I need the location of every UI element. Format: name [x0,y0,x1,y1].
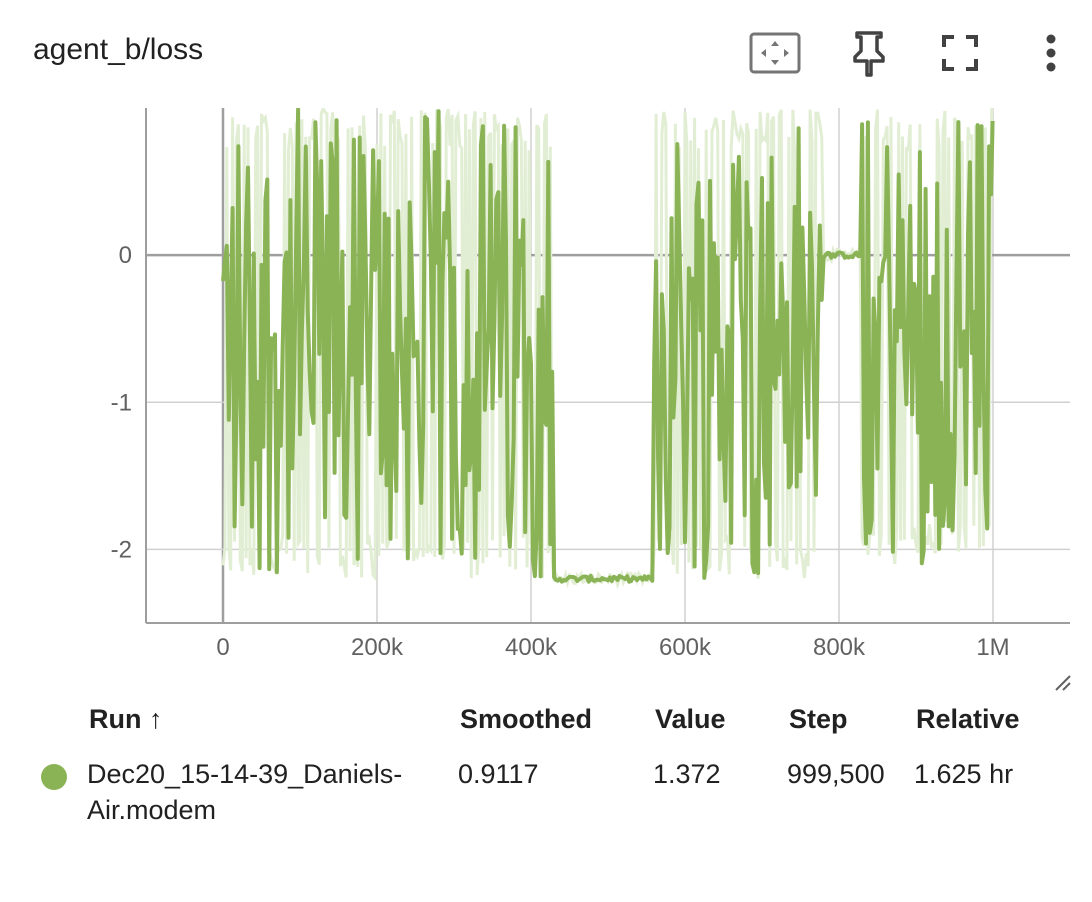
y-tick-label-0: 0 [119,242,132,269]
cell-step: 999,500 [787,759,885,789]
x-tick-label-1: 200k [351,634,404,661]
x-tick-label-4: 800k [813,634,866,661]
fit-domain-button[interactable] [748,28,802,78]
y-tick-label-1: -1 [111,389,132,416]
x-tick-label-2: 400k [505,634,558,661]
more-options-button[interactable] [1024,28,1078,78]
y-tick-label-2: -2 [111,536,132,563]
cell-value: 1.372 [653,759,721,789]
more-vert-icon [1046,34,1056,72]
header-value[interactable]: Value [655,704,726,734]
pin-button[interactable] [842,28,896,78]
x-tick-label-0: 0 [216,634,229,661]
run-name-line2: Air.modem [87,795,217,825]
fullscreen-button[interactable] [933,28,987,78]
card-title: agent_b/loss [33,33,204,66]
resize-handle-icon[interactable] [1052,672,1074,694]
header-step[interactable]: Step [789,704,848,734]
x-tick-label-3: 600k [659,634,712,661]
header-relative[interactable]: Relative [916,704,1020,734]
header-run[interactable]: Run ↑ [89,704,163,734]
fit-domain-icon [749,32,801,74]
cell-smoothed: 0.9117 [458,759,539,789]
cell-relative: 1.625 hr [914,759,1014,789]
run-color-dot [41,764,67,790]
loss-chart[interactable]: 0 200k 400k 600k 800k 1M 0 -1 -2 [0,100,1092,670]
run-name-line1: Dec20_15-14-39_Daniels- [87,759,403,789]
pin-icon [853,31,885,77]
header-smoothed[interactable]: Smoothed [460,704,592,734]
x-tick-label-5: 1M [976,634,1009,661]
fullscreen-icon [942,35,978,71]
series-smoothed-line [221,108,995,584]
